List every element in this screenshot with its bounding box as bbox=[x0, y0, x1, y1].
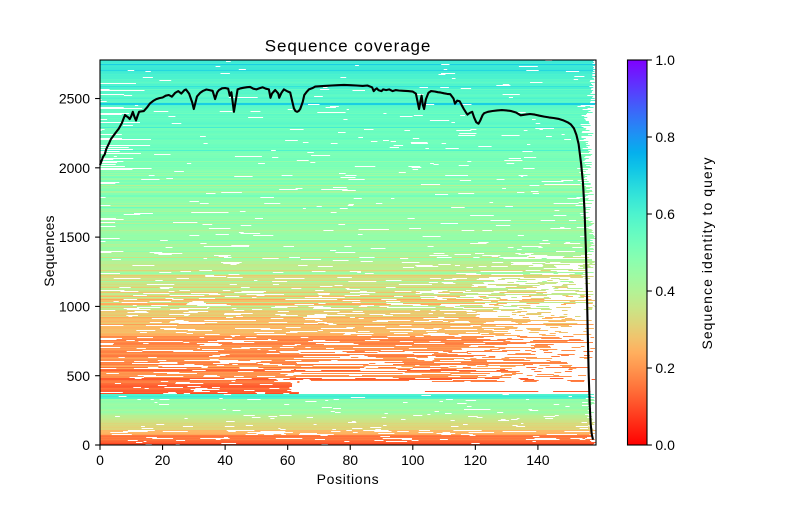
svg-text:0.6: 0.6 bbox=[655, 206, 675, 222]
svg-text:0.0: 0.0 bbox=[655, 437, 675, 453]
svg-text:80: 80 bbox=[342, 452, 358, 468]
svg-text:40: 40 bbox=[217, 452, 233, 468]
svg-text:0.2: 0.2 bbox=[655, 360, 675, 376]
svg-text:Sequence coverage: Sequence coverage bbox=[265, 37, 432, 56]
svg-text:1.0: 1.0 bbox=[655, 52, 675, 68]
svg-text:1000: 1000 bbox=[59, 299, 90, 315]
svg-text:1500: 1500 bbox=[59, 229, 90, 245]
svg-text:0: 0 bbox=[82, 437, 90, 453]
svg-text:2000: 2000 bbox=[59, 160, 90, 176]
svg-text:2500: 2500 bbox=[59, 91, 90, 107]
svg-text:Positions: Positions bbox=[317, 471, 380, 487]
svg-text:0: 0 bbox=[96, 452, 104, 468]
svg-text:20: 20 bbox=[155, 452, 171, 468]
svg-text:140: 140 bbox=[526, 452, 550, 468]
svg-text:0.8: 0.8 bbox=[655, 129, 675, 145]
svg-text:0.4: 0.4 bbox=[655, 283, 675, 299]
svg-text:120: 120 bbox=[464, 452, 488, 468]
svg-text:100: 100 bbox=[401, 452, 425, 468]
svg-text:60: 60 bbox=[280, 452, 296, 468]
svg-text:Sequences: Sequences bbox=[41, 215, 57, 286]
svg-text:Sequence identity to query: Sequence identity to query bbox=[699, 156, 715, 349]
svg-text:500: 500 bbox=[67, 368, 91, 384]
